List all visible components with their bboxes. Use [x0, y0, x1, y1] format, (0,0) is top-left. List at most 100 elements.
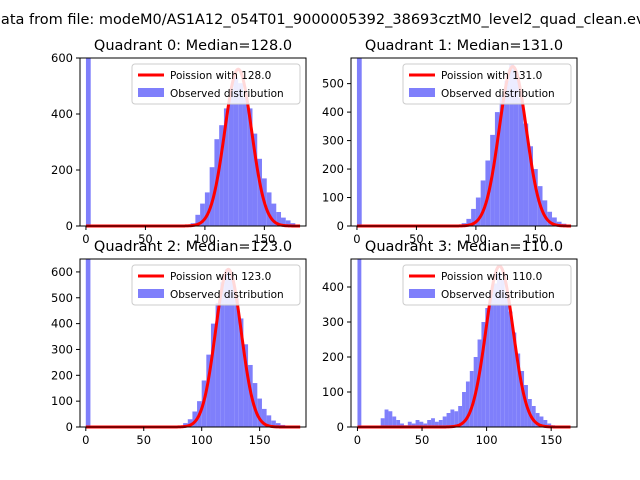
legend: Poission with 110.0 Observed distribution	[402, 264, 572, 306]
histogram-bar	[271, 420, 276, 427]
histogram-bar	[431, 418, 435, 427]
histogram-bar	[509, 63, 514, 226]
y-tick-label: 0	[66, 219, 73, 233]
histogram-bar	[531, 406, 536, 427]
histogram-bar	[407, 421, 412, 427]
legend-swatch-bar	[409, 88, 435, 97]
histogram-bar	[271, 203, 277, 226]
histogram-bar	[419, 421, 424, 427]
histogram-bar	[499, 95, 505, 226]
legend-label: Observed distribution	[441, 88, 555, 100]
histogram-bar	[477, 339, 482, 427]
legend: Poission with 131.0 Observed distribution	[402, 63, 572, 105]
x-tick-label: 100	[476, 433, 498, 447]
figure-suptitle: Data from file: modeM0/AS1A12_054T01_900…	[0, 12, 640, 28]
histogram-bar	[547, 211, 553, 226]
histogram-bar	[504, 294, 509, 427]
histogram-bar	[252, 133, 258, 226]
histogram-bar	[446, 413, 451, 427]
histogram-bar	[224, 269, 230, 427]
x-tick-label: 0	[353, 232, 360, 246]
x-tick-label: 150	[540, 433, 562, 447]
histogram-bar	[496, 273, 501, 427]
histogram-bar	[200, 203, 205, 226]
y-tick-label: 500	[322, 77, 344, 91]
y-tick-label: 200	[51, 368, 73, 382]
y-tick-label: 200	[51, 163, 73, 177]
x-tick-label: 50	[409, 232, 424, 246]
histogram-bar	[485, 308, 490, 427]
histogram-bar	[243, 344, 249, 427]
y-tick-label: 200	[322, 350, 344, 364]
y-tick-label: 400	[51, 107, 73, 121]
axes-frame	[350, 258, 578, 428]
histogram-bar	[380, 418, 385, 427]
y-tick-label: 400	[322, 105, 344, 119]
x-tick-label: 0	[82, 433, 89, 447]
legend-box	[131, 264, 301, 306]
histogram-bar	[257, 398, 262, 427]
legend-label: Observed distribution	[170, 289, 284, 301]
histogram-bar	[535, 413, 540, 427]
y-tick-label: 400	[51, 317, 73, 331]
histogram-bar	[261, 408, 267, 427]
y-tick-label: 100	[322, 191, 344, 205]
histogram-bar	[523, 123, 529, 226]
quadrant-panel-0: 0 50 100 150 0 200 400 600 Quadrant 0: Median=12…	[51, 38, 307, 246]
histogram-bar	[85, 259, 91, 427]
histogram-bar	[210, 323, 216, 427]
x-tick-label: 150	[249, 433, 271, 447]
x-tick-label: 100	[465, 232, 487, 246]
histogram-bar	[438, 420, 443, 427]
x-tick-label: 0	[82, 232, 89, 246]
histogram-bar	[85, 58, 91, 226]
x-tick-label: 50	[138, 232, 153, 246]
y-tick-label: 500	[51, 291, 73, 305]
axes-frame	[79, 258, 307, 428]
histogram-bar	[450, 409, 455, 427]
histogram-bar	[520, 371, 525, 427]
histogram-bar	[276, 212, 282, 226]
legend-box	[402, 63, 572, 105]
histogram-bar	[357, 259, 362, 427]
histogram-bar	[400, 423, 404, 427]
x-tick-label: 150	[524, 232, 546, 246]
x-tick-label: 50	[136, 433, 151, 447]
legend-label: Observed distribution	[441, 289, 555, 301]
histogram-bar	[552, 217, 557, 226]
legend: Poission with 128.0 Observed distribution	[131, 63, 301, 105]
histogram-bar	[471, 208, 476, 226]
legend-label: Poission with 131.0	[441, 70, 542, 82]
histogram-bar	[513, 72, 519, 226]
histogram-bar	[195, 214, 201, 226]
y-tick-label: 400	[322, 280, 344, 294]
legend-box	[402, 264, 572, 306]
legend: Poission with 123.0 Observed distribution	[131, 264, 301, 306]
panel-title: Quadrant 1: Median=131.0	[365, 38, 563, 54]
quadrant-panel-1: 0 50 100 150 0 100 200 300 400 500 Quadrant 1: Med…	[322, 38, 578, 246]
axes-frame	[79, 57, 307, 227]
histogram-bar	[388, 411, 393, 427]
histogram-bar	[238, 318, 244, 427]
axes-frame	[350, 57, 578, 227]
histogram-bar	[247, 108, 253, 226]
histogram-bar	[285, 220, 291, 226]
legend-swatch-bar	[138, 88, 164, 97]
y-tick-label: 300	[51, 342, 73, 356]
histogram-bar	[234, 297, 239, 427]
histogram-bar	[462, 392, 466, 427]
y-tick-label: 100	[51, 394, 73, 408]
histogram-bar	[257, 158, 262, 226]
quadrant-panel-3: 0 50 100 150 0 100 200 300 400 Quadrant 3: Median…	[322, 239, 578, 447]
histogram-bar	[454, 411, 459, 427]
x-tick-label: 150	[253, 232, 275, 246]
histogram-bar	[427, 420, 432, 427]
legend-label: Poission with 123.0	[170, 271, 271, 283]
histogram-bar	[465, 381, 470, 427]
histogram-bar	[266, 415, 272, 427]
y-tick-label: 600	[51, 51, 73, 65]
quadrant-panel-2: 0 50 100 150 0 100 200 300 400 500 600 Quadrant 2: …	[51, 239, 307, 447]
y-tick-label: 100	[322, 385, 344, 399]
histogram-bar	[187, 419, 193, 427]
